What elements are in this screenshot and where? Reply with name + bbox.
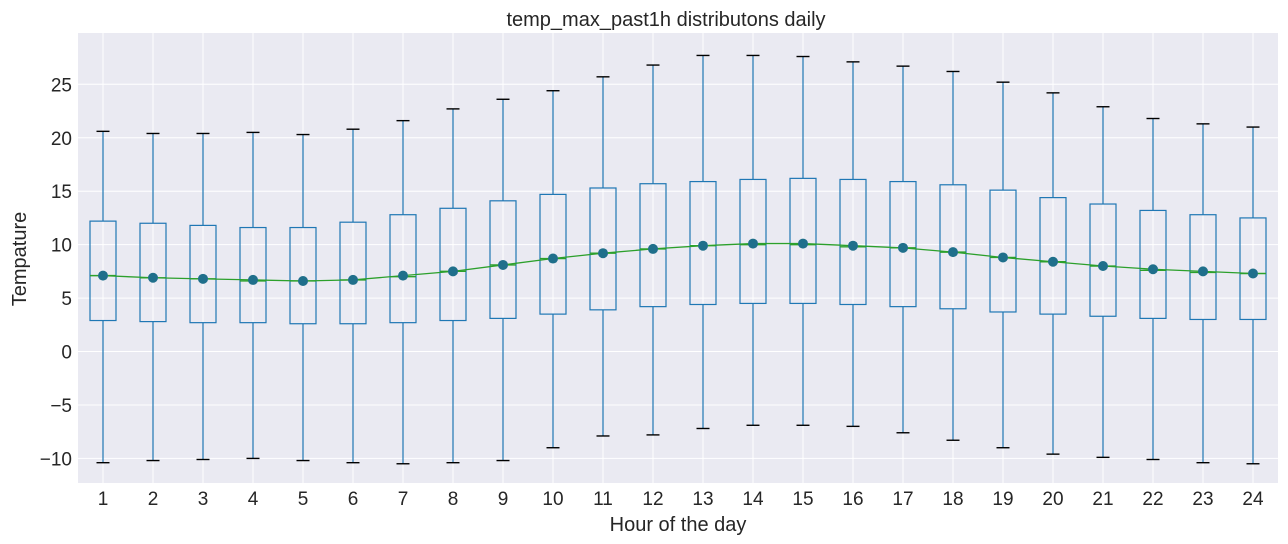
box — [439, 207, 467, 322]
y-tick-label: −10 — [40, 449, 72, 470]
mean-series — [98, 238, 1258, 286]
y-tick-label: −5 — [50, 396, 72, 417]
y-axis-label: Tempature — [9, 212, 31, 307]
mean-point — [548, 253, 558, 264]
box — [639, 183, 667, 308]
mean-point — [698, 240, 708, 251]
y-tick-label: 10 — [51, 236, 72, 257]
mean-point — [498, 259, 508, 270]
x-axis-label: Hour of the day — [610, 514, 747, 536]
box — [1189, 214, 1217, 321]
mean-point — [1198, 266, 1208, 277]
box — [589, 187, 617, 311]
mean-point — [598, 248, 608, 259]
x-tick-label: 16 — [842, 489, 863, 510]
x-tick-label: 21 — [1092, 489, 1113, 510]
box — [689, 180, 717, 306]
box — [839, 178, 867, 306]
y-tick-label: 0 — [61, 343, 72, 364]
mean-point — [798, 238, 808, 249]
mean-point — [198, 273, 208, 284]
mean-point — [448, 266, 458, 277]
plot-background — [78, 33, 1278, 483]
mean-point — [998, 252, 1008, 263]
box — [1089, 203, 1117, 317]
chart-title: temp_max_past1h distributons daily — [506, 9, 825, 31]
box — [389, 214, 417, 324]
box — [939, 184, 967, 310]
mean-point — [948, 247, 958, 258]
x-tick-label: 14 — [742, 489, 764, 510]
mean-line — [102, 242, 1254, 282]
y-tick-label: 5 — [61, 289, 72, 310]
x-tick-label: 15 — [792, 489, 813, 510]
box — [139, 222, 167, 323]
box — [889, 180, 917, 308]
whiskers — [96, 54, 1260, 465]
box — [489, 200, 517, 319]
x-tick-label: 24 — [1242, 489, 1264, 510]
box — [1239, 217, 1267, 321]
mean-point — [148, 272, 158, 283]
x-tick-label: 19 — [992, 489, 1013, 510]
x-tick-label: 9 — [498, 489, 509, 510]
box — [989, 189, 1017, 313]
x-tick-label: 23 — [1192, 489, 1213, 510]
x-tick-label: 4 — [248, 489, 259, 510]
x-tick-label: 1 — [98, 489, 109, 510]
x-tick-label: 20 — [1042, 489, 1063, 510]
x-tick-label: 5 — [298, 489, 309, 510]
mean-point — [248, 274, 258, 285]
x-tick-label: 13 — [692, 489, 713, 510]
x-tick-label: 8 — [448, 489, 459, 510]
y-tick-label: 20 — [51, 129, 72, 150]
mean-point — [848, 240, 858, 251]
x-tick-label: 18 — [942, 489, 963, 510]
x-tick-label: 12 — [642, 489, 663, 510]
mean-point — [898, 242, 908, 253]
box — [339, 221, 367, 325]
x-tick-label: 22 — [1142, 489, 1163, 510]
y-tick-labels: −10 −5 0 5 10 15 20 25 — [40, 75, 72, 470]
x-tick-labels: 1 2 3 4 5 6 7 8 9 10 11 12 13 14 15 16 17 18 19 20 21 22 23 24 — [98, 489, 1264, 510]
box — [239, 226, 267, 324]
box — [789, 177, 817, 305]
mean-point — [98, 270, 108, 281]
box — [1039, 197, 1067, 315]
x-tick-label: 3 — [198, 489, 209, 510]
mean-point — [348, 274, 358, 285]
mean-point — [1248, 268, 1258, 279]
box — [89, 220, 117, 322]
box — [289, 226, 317, 325]
y-tick-label: 15 — [51, 182, 72, 203]
x-tick-label: 6 — [348, 489, 359, 510]
y-tick-label: 25 — [51, 75, 72, 96]
mean-point — [648, 243, 658, 254]
x-tick-label: 2 — [148, 489, 159, 510]
x-tick-label: 7 — [398, 489, 409, 510]
box — [1139, 209, 1167, 319]
box — [189, 224, 217, 324]
x-tick-label: 17 — [892, 489, 913, 510]
box — [539, 193, 567, 315]
x-tick-label: 10 — [542, 489, 563, 510]
box — [739, 178, 767, 305]
x-tick-label: 11 — [593, 489, 613, 510]
mean-point — [1148, 264, 1158, 275]
mean-point — [298, 275, 308, 286]
mean-point — [748, 238, 758, 249]
mean-point — [398, 270, 408, 281]
mean-point — [1048, 256, 1058, 267]
mean-point — [1098, 261, 1108, 272]
